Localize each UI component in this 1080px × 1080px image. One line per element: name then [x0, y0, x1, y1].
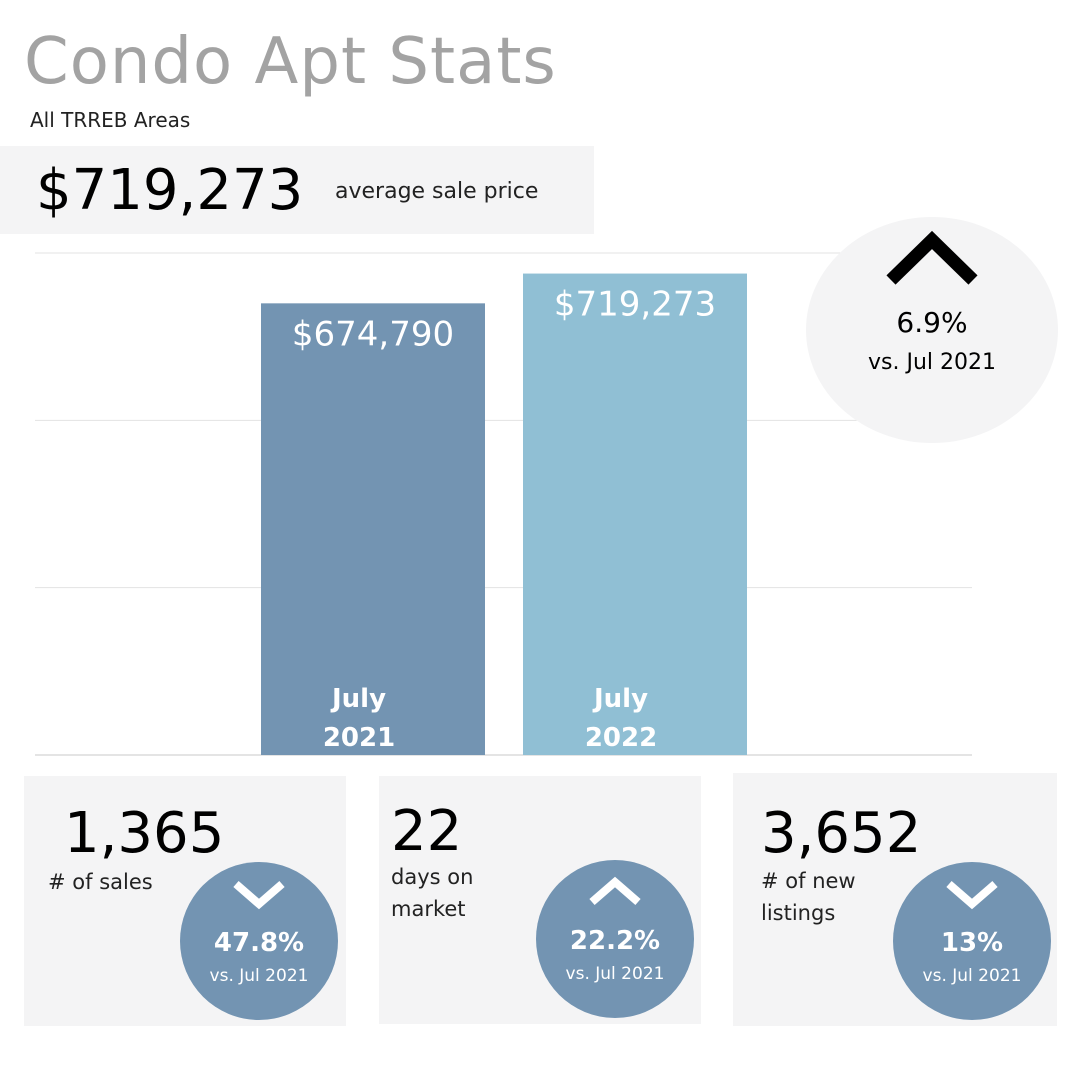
chevron-down-icon: [946, 880, 998, 910]
change-badge: [806, 217, 1058, 443]
days-label-line: market: [391, 897, 466, 921]
bar-data-label: $719,273: [554, 285, 716, 325]
page-subtitle: All TRREB Areas: [30, 108, 191, 132]
stat-card-days: 22 days on market 22.2% vs. Jul 2021: [379, 776, 701, 1024]
sales-change-circle: 47.8% vs. Jul 2021: [180, 862, 338, 1020]
sales-label: # of sales: [48, 866, 153, 898]
bar-chart: $674,790 July 2021 $719,273 July 2022: [35, 252, 972, 756]
average-price-value: $719,273: [36, 158, 304, 223]
listings-label-line: listings: [761, 901, 836, 925]
stat-card-sales: 1,365 # of sales 47.8% vs. Jul 2021: [24, 776, 346, 1026]
chevron-up-icon: [886, 230, 978, 285]
category-tick-label: July: [592, 684, 648, 714]
average-price-caption: average sale price: [335, 179, 539, 204]
category-tick-label: July: [330, 684, 386, 714]
bar-data-label: $674,790: [292, 314, 454, 354]
sales-count: 1,365: [64, 801, 225, 866]
sales-label-line: # of sales: [48, 870, 153, 894]
listings-change-comparison: vs. Jul 2021: [922, 966, 1022, 986]
listings-label: # of new listings: [761, 865, 856, 929]
change-percent: 6.9%: [896, 306, 968, 339]
days-change-circle: 22.2% vs. Jul 2021: [536, 860, 694, 1018]
category-tick-label: 2022: [585, 723, 657, 753]
bar-0: [261, 303, 485, 755]
stat-card-listings: 3,652 # of new listings 13% vs. Jul 2021: [733, 773, 1057, 1026]
days-change-percent: 22.2%: [569, 926, 661, 956]
days-change-comparison: vs. Jul 2021: [565, 964, 665, 984]
page-title: Condo Apt Stats: [24, 25, 557, 99]
days-label: days on market: [391, 861, 473, 925]
bar-1: [523, 273, 747, 755]
listings-change-percent: 13%: [940, 928, 1004, 958]
days-label-line: days on: [391, 865, 474, 889]
listings-change-circle: 13% vs. Jul 2021: [893, 862, 1051, 1020]
sales-change-comparison: vs. Jul 2021: [209, 966, 309, 986]
days-count: 22: [391, 799, 463, 864]
change-comparison: vs. Jul 2021: [868, 350, 996, 375]
category-tick-label: 2021: [323, 723, 395, 753]
listings-label-line: # of new: [761, 869, 856, 893]
price-band: [0, 146, 594, 234]
chevron-up-icon: [589, 876, 641, 906]
sales-change-percent: 47.8%: [213, 928, 305, 958]
chevron-down-icon: [233, 880, 285, 910]
listings-count: 3,652: [761, 801, 922, 866]
